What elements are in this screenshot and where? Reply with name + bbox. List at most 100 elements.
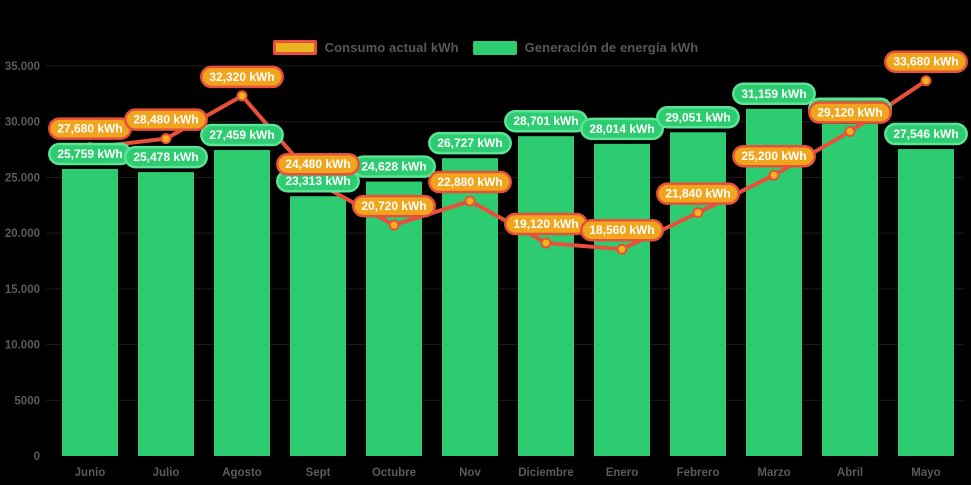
generacion-label-pill-febrero-bg [656,106,740,129]
legend-item-consumo[interactable]: Consumo actual kWh [272,40,459,55]
bar-enero[interactable] [594,143,650,456]
consumo-point-nov[interactable] [464,195,476,207]
chart-legend: Consumo actual kWh Generación de energía… [0,40,971,55]
y-axis-tick-label: 15.000 [5,284,40,296]
y-axis-tick-label: 10.000 [5,340,40,352]
generacion-label-pill-diciembre: 28,701 kWh [504,109,588,133]
generacion-label-pill-octubre: 24,628 kWh [352,155,436,178]
generacion-label-pill-agosto-text: 27,459 kWh [209,128,274,142]
consumo-label-pill-julio-text: 28,480 kWh [133,113,198,127]
x-axis-label: Enero [606,467,639,479]
consumo-label-pill-enero-bg [580,218,664,242]
y-axis-tick-label: 20.000 [5,228,40,240]
x-axis-label: Diciembre [518,467,574,479]
consumo-legend-swatch-icon [272,40,317,55]
y-axis-tick-label: 5000 [14,395,40,407]
consumo-label-pill-agosto: 32,320 kWh [200,65,284,89]
consumo-label-pill-mayo-text: 33,680 kWh [893,55,958,69]
generacion-label-pill-agosto: 27,459 kWh [200,123,284,147]
consumo-label-pill-mayo-bg [884,50,968,73]
generacion-legend-swatch-icon [472,40,517,55]
bar-abril[interactable] [822,123,878,456]
y-axis-tick-label: 0 [34,451,40,463]
consumo-label-pill-nov-bg [428,170,512,194]
x-axis-label: Abril [837,467,863,479]
y-axis-tick-label: 30.000 [5,117,40,129]
generacion-label-pill-julio-text: 25,478 kWh [133,150,198,164]
consumo-label-pill-sept-text: 24,480 kWh [285,157,350,171]
consumo-label-pill-octubre-text: 20,720 kWh [361,199,426,213]
consumo-label-pill-diciembre-text: 19,120 kWh [513,217,578,231]
consumo-label-pill-sept: 24,480 kWh [276,152,360,176]
bar-agosto[interactable] [214,150,270,456]
x-axis-label: Agosto [222,467,262,479]
generacion-label-pill-enero-bg [580,117,664,141]
generacion-label-pill-enero-text: 28,014 kWh [589,122,654,136]
consumo-label-pill-enero: 18,560 kWh [580,218,664,242]
x-axis-label: Febrero [677,467,720,479]
consumo-label-pill-junio-text: 27,680 kWh [57,122,122,136]
consumo-label-pill-febrero-text: 21,840 kWh [665,187,730,201]
consumo-label-pill-marzo-text: 25,200 kWh [741,149,806,163]
consumo-label-pill-febrero: 21,840 kWh [656,182,740,205]
generacion-label-pill-enero: 28,014 kWh [580,117,664,141]
bar-febrero[interactable] [670,132,726,456]
consumo-labels-layer: 27,680 kWh 28,480 kWh 32,320 kWh 24,480 kWh… [48,50,968,242]
generacion-label-pill-diciembre-text: 28,701 kWh [513,114,578,128]
x-axis-label: Mayo [911,467,940,479]
consumo-point-enero[interactable] [616,243,628,255]
x-axis-label: Octubre [372,467,416,479]
consumo-label-pill-sept-bg [276,152,360,176]
generacion-label-pill-octubre-text: 24,628 kWh [361,160,426,174]
legend-item-generacion[interactable]: Generación de energía kWh [472,40,699,55]
generacion-label-pill-sept-text: 23,313 kWh [285,174,350,188]
generacion-label-pill-marzo-bg [732,82,816,106]
generacion-label-pill-mayo: 27,546 kWh [884,122,968,146]
generacion-label-pill-mayo-bg [884,122,968,146]
generacion-label-pill-julio-bg [124,145,208,169]
generacion-label-pill-nov-text: 26,727 kWh [437,136,502,150]
bar-sept[interactable] [290,196,346,457]
x-axis-label: Marzo [757,467,790,479]
consumo-legend-label: Consumo actual kWh [324,40,459,55]
consumo-label-pill-julio: 28,480 kWh [124,108,208,131]
consumo-point-diciembre[interactable] [540,237,552,249]
consumo-label-pill-nov-text: 22,880 kWh [437,175,502,189]
consumo-point-marzo[interactable] [768,169,780,181]
generacion-label-pill-nov-bg [428,131,512,155]
generacion-label-pill-agosto-bg [200,123,284,147]
consumo-point-mayo[interactable] [920,75,932,87]
consumo-label-pill-mayo: 33,680 kWh [884,50,968,73]
bar-julio[interactable] [138,172,194,456]
bar-junio[interactable] [62,168,118,457]
bar-mayo[interactable] [898,149,954,457]
x-axis-label: Sept [306,467,331,479]
consumo-label-pill-enero-text: 18,560 kWh [589,223,654,237]
generacion-labels-layer: 25,759 kWh 25,478 kWh 27,459 kWh 23,313 kWh… [48,82,968,193]
consumo-point-julio[interactable] [160,133,172,145]
consumo-point-agosto[interactable] [236,90,248,102]
consumo-label-pill-junio: 27,680 kWh [48,117,132,140]
x-axis-label: Julio [153,467,180,479]
bar-diciembre[interactable] [518,136,574,457]
consumo-label-pill-agosto-bg [200,65,284,89]
consumo-label-pill-diciembre: 19,120 kWh [504,212,588,236]
generacion-label-pill-junio: 25,759 kWh [48,142,132,166]
consumo-label-pill-agosto-text: 32,320 kWh [209,70,274,84]
generacion-label-pill-nov: 26,727 kWh [428,131,512,155]
consumo-point-octubre[interactable] [388,219,400,231]
consumo-label-pill-febrero-bg [656,182,740,205]
consumo-label-pill-nov: 22,880 kWh [428,170,512,194]
consumo-label-pill-octubre-bg [352,194,436,218]
y-axis-tick-label: 25.000 [5,172,40,184]
consumo-label-pill-octubre: 20,720 kWh [352,194,436,218]
consumo-point-abril[interactable] [844,126,856,138]
consumo-label-pill-abril-bg [808,101,892,124]
y-axis-tick-label: 35.000 [5,61,40,73]
consumo-point-febrero[interactable] [692,207,704,219]
generacion-label-pill-febrero: 29,051 kWh [656,106,740,129]
consumo-label-pill-julio-bg [124,108,208,131]
x-axis-label: Nov [459,467,481,479]
